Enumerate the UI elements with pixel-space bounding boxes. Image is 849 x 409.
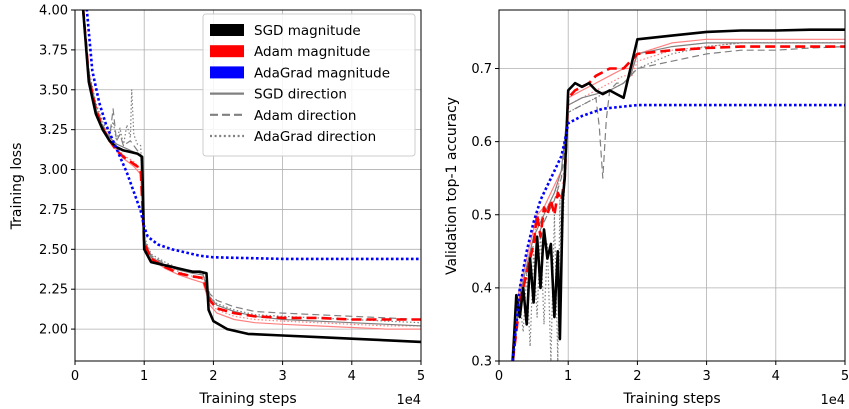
left-series-group bbox=[81, 10, 421, 344]
legend-label: Adam direction bbox=[254, 108, 356, 124]
right-y-tick-label: 0.3 bbox=[471, 355, 492, 370]
left-y-axis-label: Training loss bbox=[9, 143, 25, 231]
legend-box bbox=[202, 13, 416, 157]
right-series-line-2 bbox=[512, 42, 845, 361]
left-series-line-7 bbox=[85, 10, 421, 261]
right-x-tick-label: 0 bbox=[495, 369, 503, 384]
left-x-tick-label: 4 bbox=[348, 369, 356, 384]
right-x-tick-label: 3 bbox=[702, 369, 710, 384]
right-y-tick-label: 0.4 bbox=[471, 281, 492, 296]
left-series-line-2 bbox=[82, 10, 421, 324]
right-x-tick-label: 1 bbox=[564, 369, 572, 384]
left-x-tick-label: 1 bbox=[140, 369, 148, 384]
right-series-line-0 bbox=[510, 38, 845, 361]
right-series-line-6 bbox=[511, 28, 845, 361]
left-y-tick-label: 3.00 bbox=[39, 163, 68, 178]
right-y-tick-label: 0.5 bbox=[471, 208, 492, 223]
legend: SGD magnitude Adam magnitude AdaGrad magni… bbox=[202, 13, 416, 157]
legend-swatch bbox=[210, 66, 244, 79]
right-y-tick-label: 0.6 bbox=[471, 135, 492, 150]
right-plot-frame bbox=[498, 9, 846, 362]
right-y-axis-label: Validation top-1 accuracy bbox=[444, 97, 460, 275]
left-ticks: 0 1 2 3 4 5 2.00 2.25 2.50 2.75 3.00 3.25 3.50 3.75 4.… bbox=[39, 4, 425, 385]
left-chart: 0 1 2 3 4 5 2.00 2.25 2.50 2.75 3.00 3.25 3.50 3.75 4.… bbox=[9, 4, 425, 409]
right-series-group bbox=[510, 28, 845, 361]
right-x-tick-label: 4 bbox=[772, 369, 780, 384]
left-plot-frame bbox=[74, 9, 422, 362]
legend-label: SGD magnitude bbox=[254, 23, 361, 39]
left-y-tick-label: 2.50 bbox=[39, 243, 68, 258]
left-x-tick-label: 2 bbox=[209, 369, 217, 384]
legend-label: Adam magnitude bbox=[254, 44, 370, 60]
legend-swatch bbox=[210, 45, 244, 58]
right-x-offset-text: 1e4 bbox=[820, 393, 845, 408]
legend-swatch bbox=[210, 24, 244, 36]
right-series-line-3 bbox=[512, 46, 845, 361]
left-x-axis-label: Training steps bbox=[198, 391, 296, 407]
left-y-tick-label: 2.00 bbox=[39, 323, 68, 338]
right-y-tick-label: 0.7 bbox=[471, 62, 492, 77]
left-y-tick-label: 4.00 bbox=[39, 4, 68, 19]
right-grid bbox=[498, 10, 846, 362]
left-x-offset-text: 1e4 bbox=[396, 393, 421, 408]
right-x-axis-label: Training steps bbox=[622, 391, 720, 407]
left-x-tick-label: 0 bbox=[71, 369, 79, 384]
left-x-tick-label: 5 bbox=[417, 369, 425, 384]
left-y-tick-label: 2.25 bbox=[39, 283, 68, 298]
right-series-line-4 bbox=[512, 42, 845, 361]
right-ticks: 0 1 2 3 4 5 0.3 0.4 0.5 0.6 0.7 bbox=[471, 62, 849, 384]
right-series-line-7 bbox=[511, 103, 845, 361]
left-y-tick-label: 3.25 bbox=[39, 123, 68, 138]
right-x-tick-label: 5 bbox=[841, 369, 849, 384]
legend-label: SGD direction bbox=[254, 87, 347, 103]
left-series-line-6 bbox=[81, 10, 421, 344]
left-series-line-3 bbox=[82, 10, 421, 321]
right-chart: 0 1 2 3 4 5 0.3 0.4 0.5 0.6 0.7 Training steps Val… bbox=[444, 9, 849, 408]
left-y-tick-label: 2.75 bbox=[39, 203, 68, 218]
left-y-tick-label: 3.75 bbox=[39, 43, 68, 58]
left-y-tick-label: 3.50 bbox=[39, 83, 68, 98]
legend-label: AdaGrad direction bbox=[254, 129, 376, 145]
legend-label: AdaGrad magnitude bbox=[254, 65, 390, 81]
right-x-tick-label: 2 bbox=[633, 369, 641, 384]
right-series-line-5 bbox=[511, 45, 845, 361]
left-x-tick-label: 3 bbox=[278, 369, 286, 384]
